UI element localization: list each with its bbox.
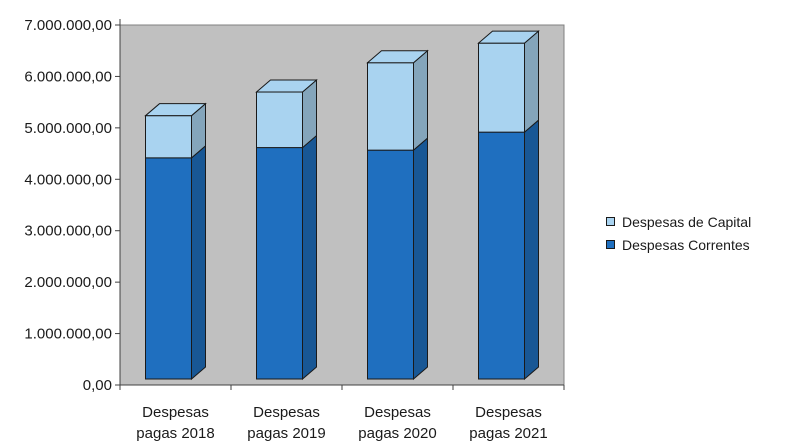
- x-tick-label: pagas 2020: [358, 425, 436, 442]
- bar-top: [477, 30, 540, 44]
- bar-side-capital: [524, 30, 539, 134]
- bars: [144, 30, 540, 381]
- bar-side-correntes: [191, 144, 206, 381]
- x-tick-label: Despesas: [364, 404, 431, 421]
- y-tick-label: 4.000.000,00: [24, 171, 112, 188]
- bar-side-correntes: [524, 119, 539, 381]
- legend-label-correntes: Despesas Correntes: [622, 236, 750, 253]
- bar-segment-correntes: [145, 157, 192, 380]
- legend-label-capital: Despesas de Capital: [622, 213, 752, 230]
- legend: Despesas de Capital Despesas Correntes: [606, 210, 751, 256]
- bar-top: [255, 79, 318, 93]
- y-tick-label: 7.000.000,00: [24, 17, 112, 34]
- bar-segment-capital: [478, 42, 525, 133]
- axes: 0,00 1.000.000,00 2.000.000,00 3.000.000,00…: [24, 17, 565, 442]
- bar-segment-capital: [145, 115, 192, 159]
- x-tick-label: pagas 2019: [247, 425, 325, 442]
- bar-segment-correntes: [367, 149, 414, 380]
- x-tick-label: Despesas: [475, 404, 542, 421]
- y-tick-label: 6.000.000,00: [24, 68, 112, 85]
- bar-side-correntes: [413, 137, 428, 381]
- bar-top: [144, 103, 207, 117]
- bar-side-capital: [413, 49, 428, 152]
- bar-side-correntes: [302, 134, 317, 381]
- x-tick-label: Despesas: [142, 404, 209, 421]
- bar-top: [366, 50, 429, 64]
- y-tick-label: 1.000.000,00: [24, 326, 112, 343]
- bar-segment-correntes: [256, 147, 303, 380]
- y-tick-label: 0,00: [83, 377, 112, 394]
- x-tick-label: pagas 2021: [469, 425, 547, 442]
- legend-swatch-capital: [606, 217, 615, 226]
- legend-item-capital: Despesas de Capital: [606, 210, 751, 233]
- y-tick-label: 5.000.000,00: [24, 120, 112, 137]
- x-tick-label: Despesas: [253, 404, 320, 421]
- x-tick-label: pagas 2018: [136, 425, 214, 442]
- legend-item-correntes: Despesas Correntes: [606, 233, 751, 256]
- y-tick-label: 3.000.000,00: [24, 223, 112, 240]
- bar-segment-capital: [367, 62, 414, 151]
- y-tick-label: 2.000.000,00: [24, 274, 112, 291]
- bar-segment-capital: [256, 91, 303, 149]
- legend-swatch-correntes: [606, 240, 615, 249]
- bar-segment-correntes: [478, 131, 525, 380]
